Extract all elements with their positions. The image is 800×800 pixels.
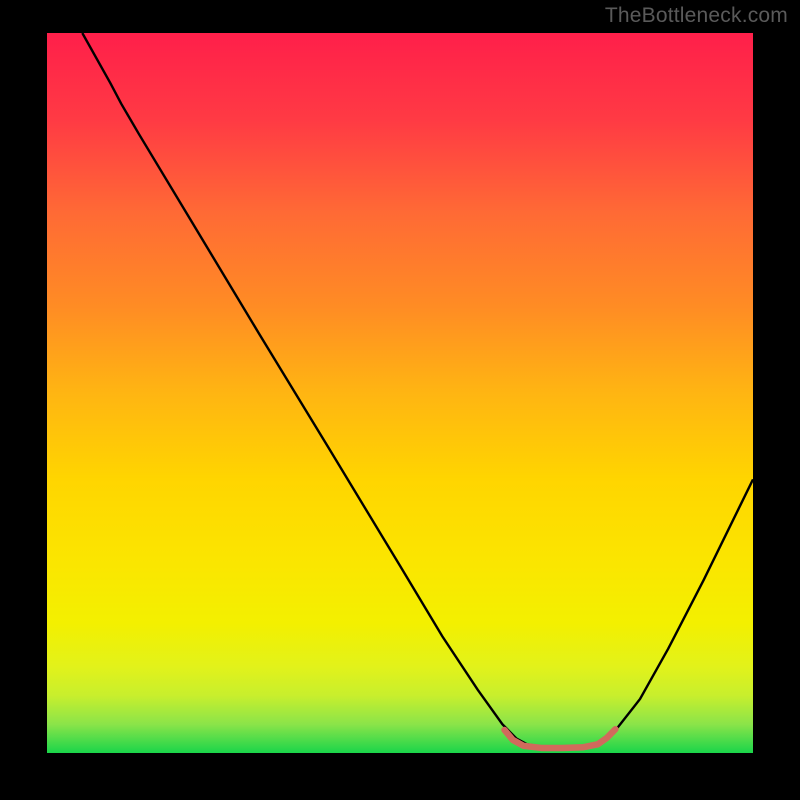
gradient-background [47,33,753,753]
chart-svg [47,33,753,753]
chart-plot-area [47,33,753,753]
watermark-text: TheBottleneck.com [605,4,788,28]
